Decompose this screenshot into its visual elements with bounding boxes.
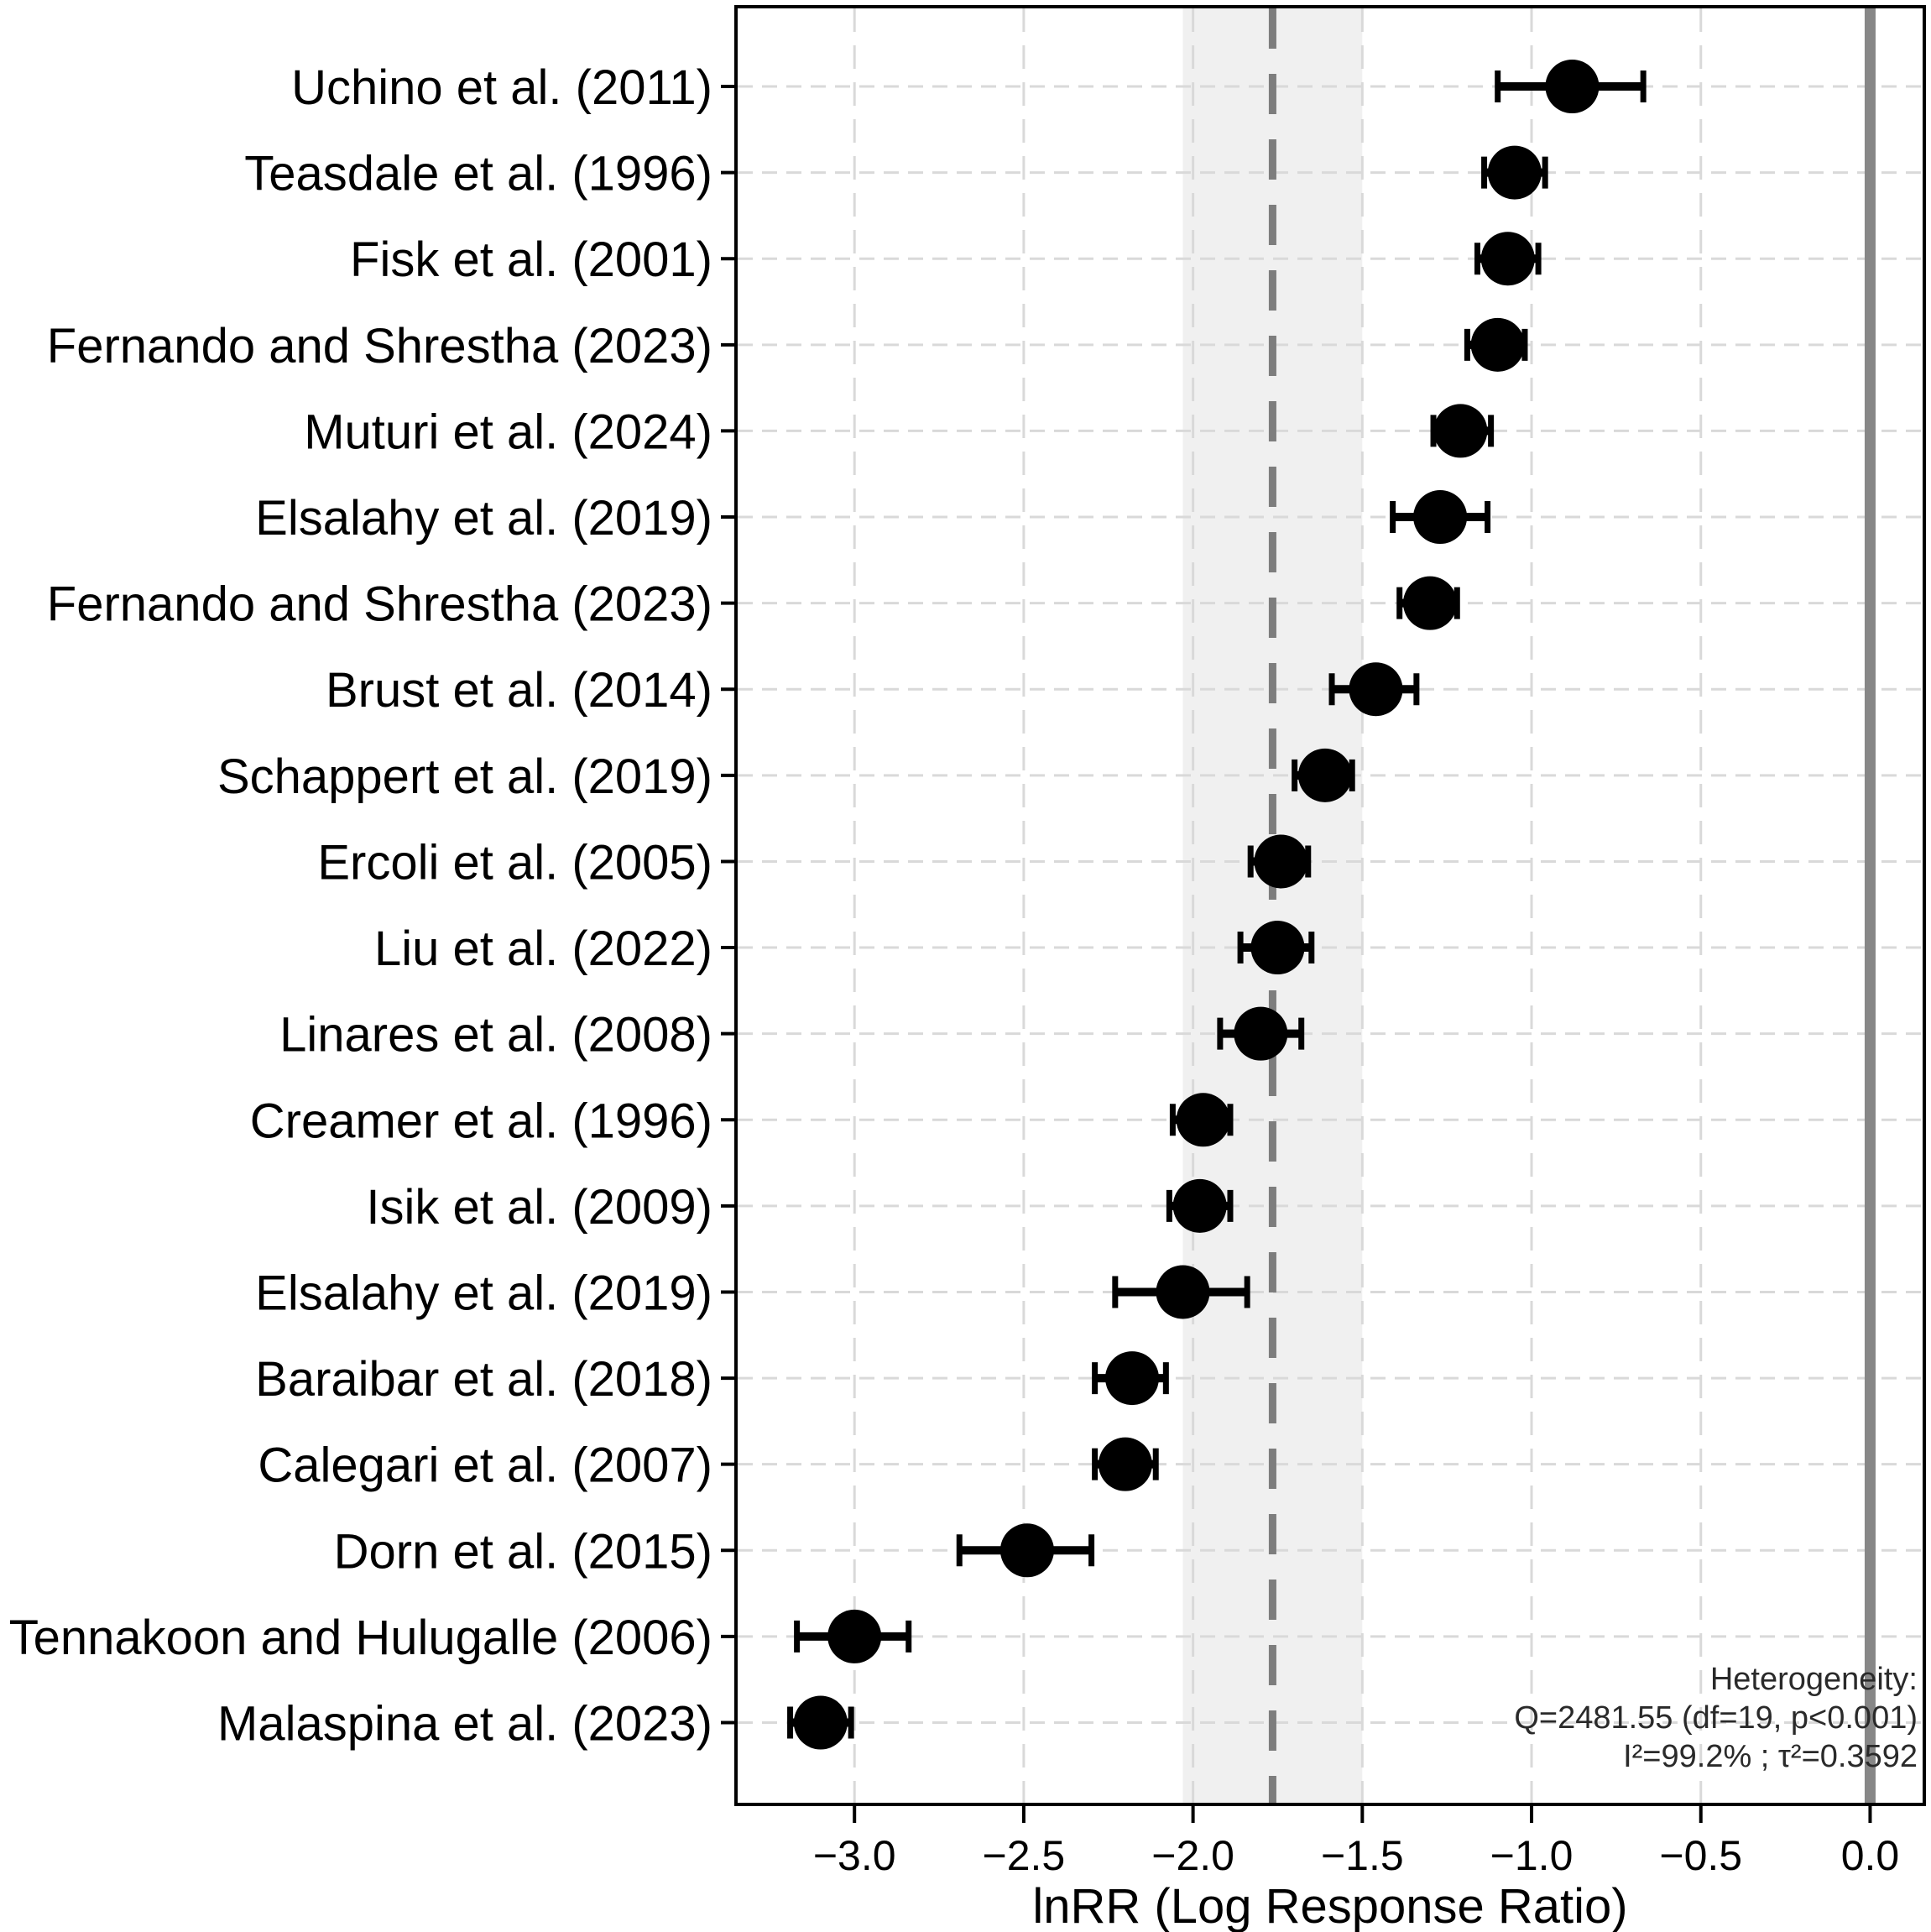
study-label: Uchino et al. (2011)	[291, 60, 712, 115]
data-point	[1172, 1178, 1227, 1233]
data-point	[1349, 662, 1403, 717]
data-point	[1470, 317, 1525, 372]
study-label: Calegari et al. (2007)	[258, 1439, 712, 1493]
study-label: Dorn et al. (2015)	[334, 1524, 712, 1579]
study-label: Brust et al. (2014)	[326, 663, 712, 718]
study-label: Isik et al. (2009)	[366, 1180, 712, 1235]
data-point	[1297, 748, 1352, 802]
study-label: Tennakoon and Hulugalle (2006)	[9, 1611, 712, 1665]
data-point	[1545, 60, 1600, 113]
study-label: Liu et al. (2022)	[374, 922, 712, 976]
data-point	[1234, 1006, 1288, 1061]
data-point	[1480, 232, 1535, 286]
data-point	[1403, 576, 1458, 630]
study-label: Linares et al. (2008)	[279, 1008, 712, 1063]
x-axis-title: lnRR (Log Response Ratio)	[1032, 1879, 1628, 1932]
x-tick-label: −1.5	[1321, 1832, 1404, 1879]
data-point	[1105, 1351, 1159, 1406]
data-point	[1098, 1437, 1152, 1491]
study-label: Fisk et al. (2001)	[350, 232, 712, 287]
x-tick-label: −2.0	[1151, 1832, 1234, 1879]
x-tick-label: −3.0	[813, 1832, 896, 1879]
study-label: Fernando and Shrestha (2023)	[47, 577, 712, 632]
data-point	[1250, 921, 1305, 975]
data-point	[1176, 1093, 1230, 1147]
heterogeneity-annotation: Heterogeneity: Q=2481.55 (df=19, p<0.001…	[1514, 1660, 1918, 1776]
study-label: Baraibar et al. (2018)	[255, 1352, 712, 1407]
study-label: Fernando and Shrestha (2023)	[47, 319, 712, 373]
data-point	[999, 1523, 1054, 1578]
study-label: Malaspina et al. (2023)	[217, 1697, 712, 1752]
data-point	[1156, 1265, 1210, 1319]
data-point	[793, 1695, 848, 1750]
study-label: Schappert et al. (2019)	[217, 749, 712, 804]
study-label: Teasdale et al. (1996)	[244, 147, 712, 201]
data-point	[1413, 490, 1468, 545]
data-point	[1433, 404, 1488, 458]
x-tick-label: −1.0	[1490, 1832, 1574, 1879]
study-label: Muturi et al. (2024)	[304, 405, 712, 459]
heterogeneity-title: Heterogeneity:	[1709, 1662, 1918, 1697]
study-label: Elsalahy et al. (2019)	[255, 1266, 712, 1320]
data-point	[827, 1609, 882, 1663]
plot-border	[734, 5, 1926, 1806]
data-point	[1487, 145, 1542, 200]
x-tick-label: 0.0	[1841, 1832, 1900, 1879]
study-label: Elsalahy et al. (2019)	[255, 491, 712, 546]
heterogeneity-q-stat: Q=2481.55 (df=19, p<0.001)	[1514, 1700, 1918, 1736]
heterogeneity-i2-tau2: I²=99.2% ; τ²=0.3592	[1623, 1739, 1918, 1774]
x-tick-label: −2.5	[983, 1832, 1066, 1879]
study-label: Ercoli et al. (2005)	[317, 835, 712, 890]
x-tick-label: −0.5	[1659, 1832, 1742, 1879]
data-point	[1254, 834, 1308, 889]
study-label: Creamer et al. (1996)	[250, 1094, 712, 1148]
